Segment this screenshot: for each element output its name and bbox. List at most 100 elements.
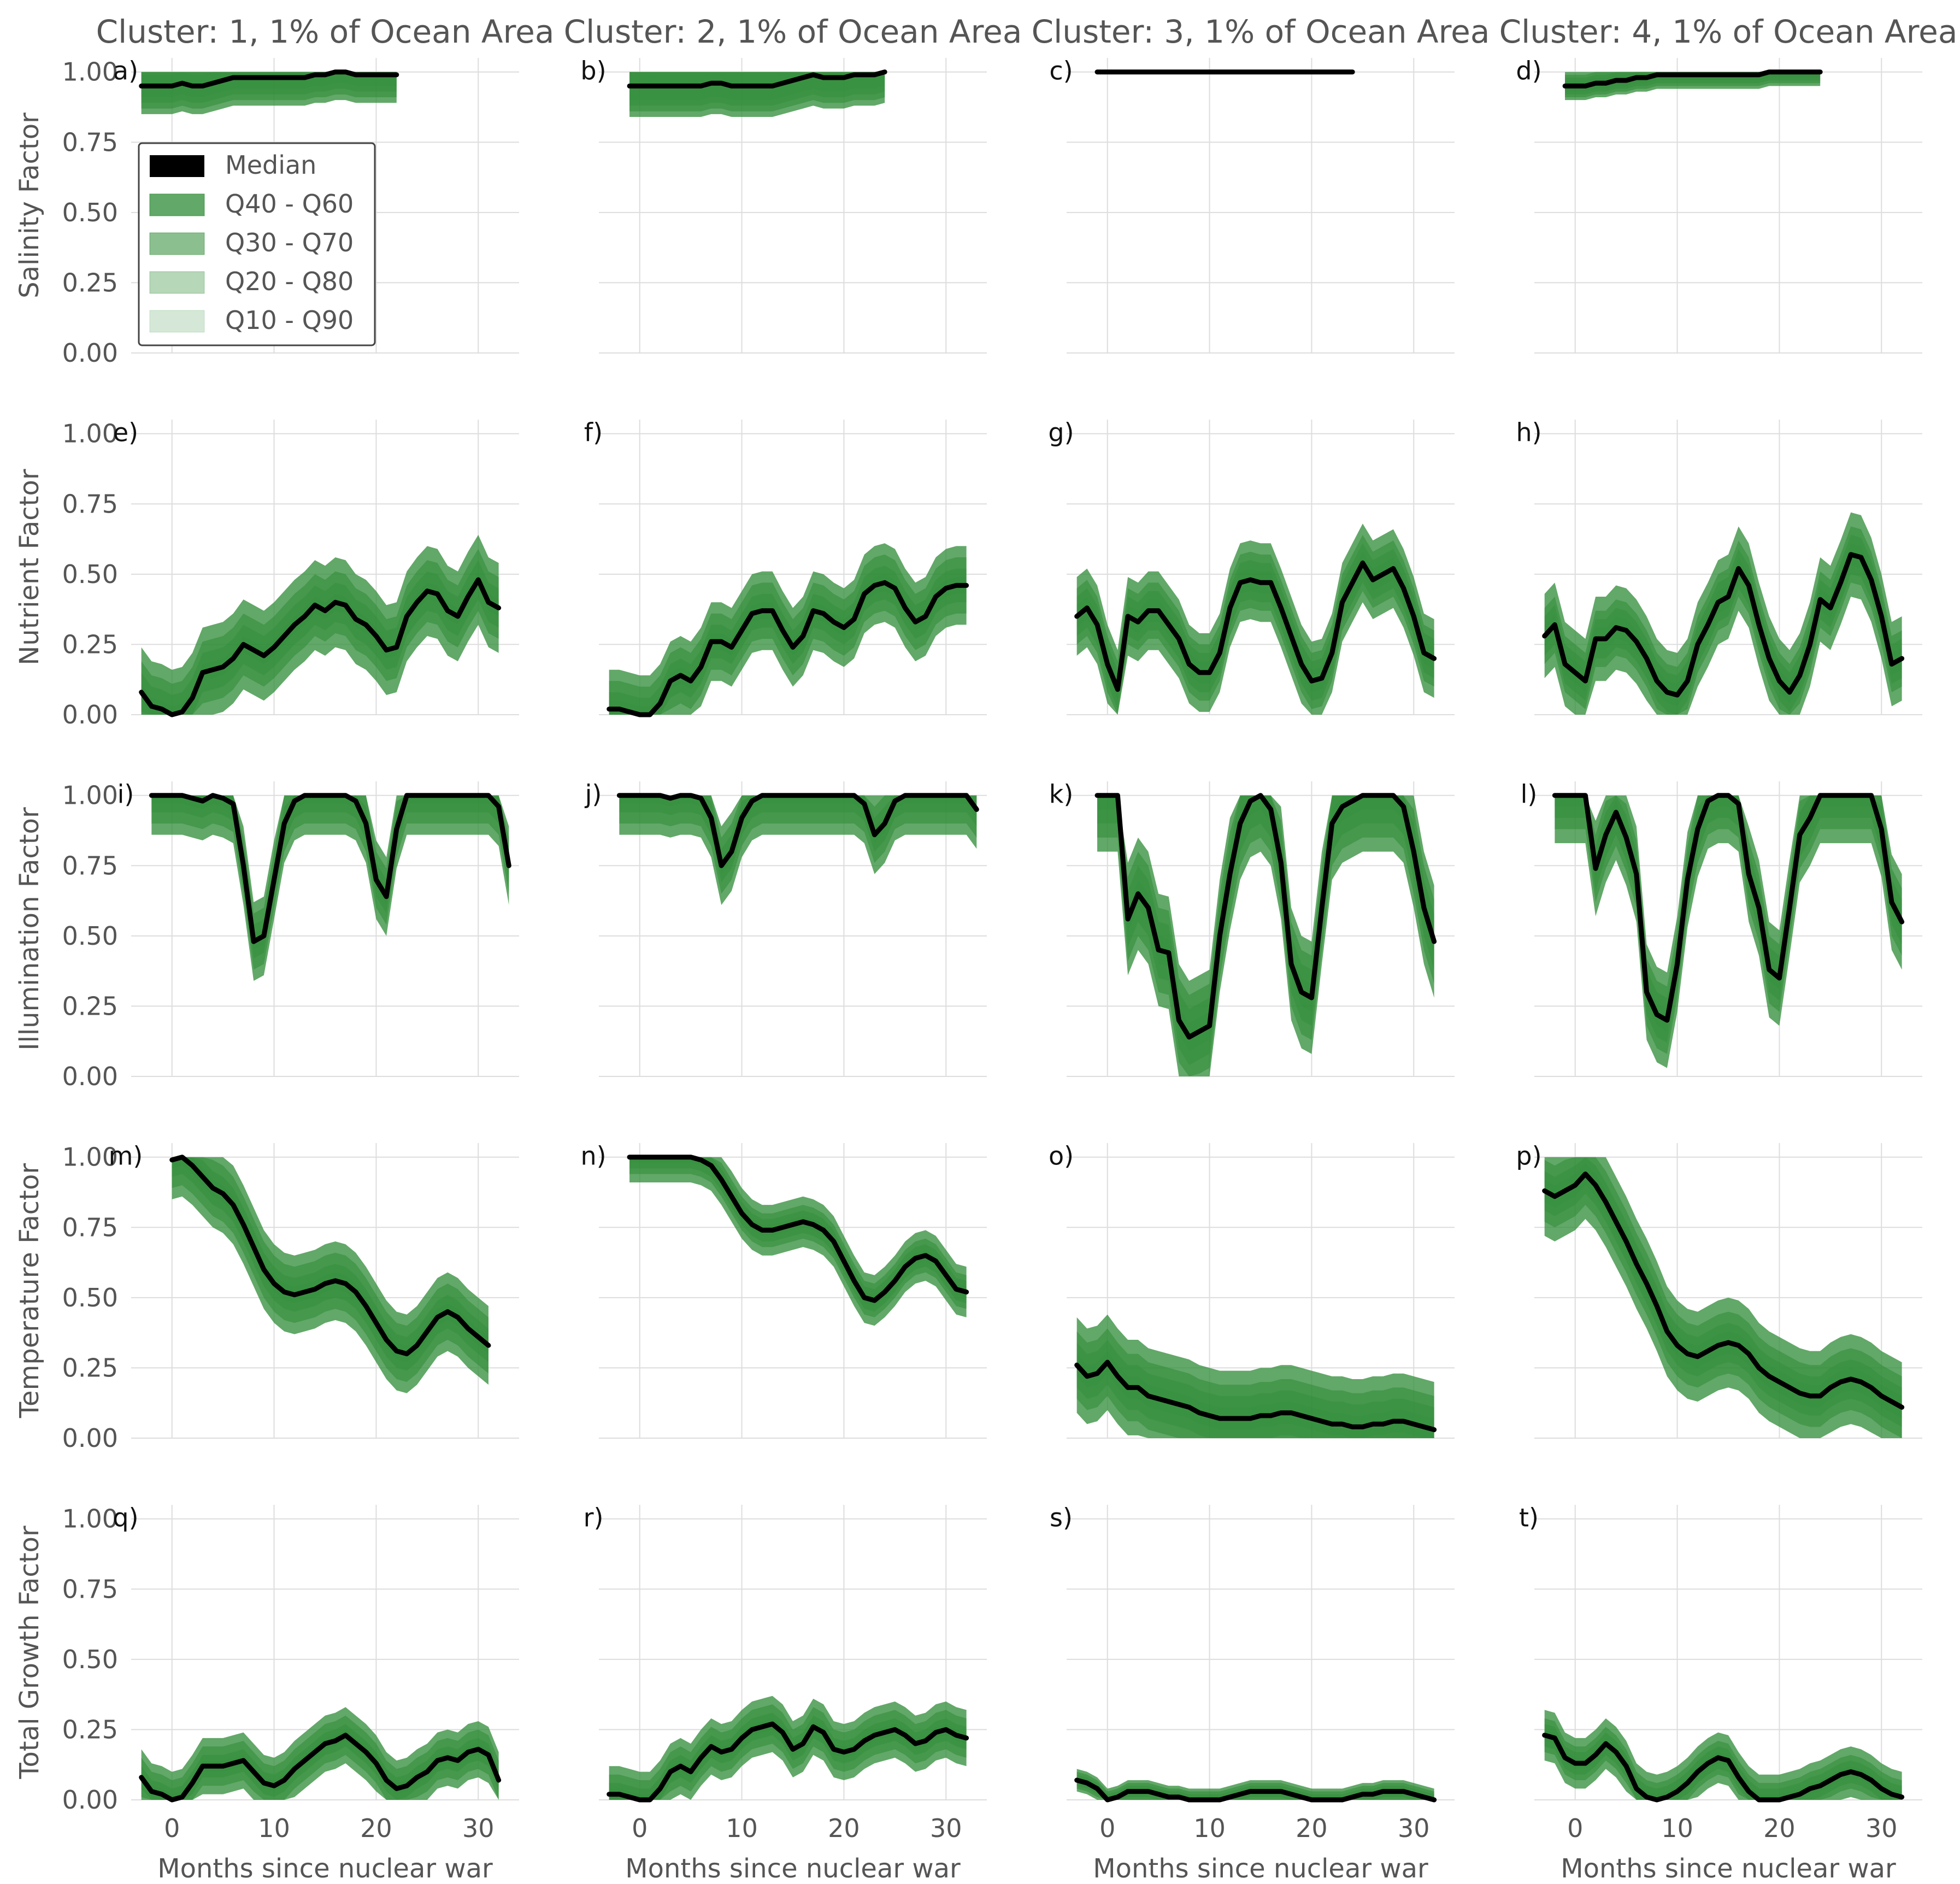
panel-letter: f) [584, 418, 603, 448]
legend-swatch [150, 155, 204, 177]
panel-letter: g) [1048, 418, 1074, 448]
y-axis-label: Temperature Factor [14, 1163, 45, 1419]
panel-letter: t) [1519, 1503, 1539, 1533]
panel-letter: b) [580, 56, 606, 86]
column-title: Cluster: 2, 1% of Ocean Area [564, 13, 1022, 50]
panel-letter: j) [585, 780, 602, 809]
legend-label: Median [225, 150, 316, 180]
y-axis-label: Total Growth Factor [14, 1526, 45, 1780]
y-tick-label: 0.50 [62, 1645, 118, 1674]
legend-label: Q20 - Q80 [225, 267, 354, 296]
panel-letter: e) [113, 418, 138, 448]
y-tick-label: 0.00 [62, 338, 118, 368]
x-axis-label: Months since nuclear war [1093, 1853, 1428, 1884]
y-tick-label: 0.50 [62, 198, 118, 227]
panel-e: 0.00 0.25 0.50 0.75 1.00e) [62, 418, 519, 729]
panel-letter: m) [109, 1141, 143, 1171]
x-tick-label: 20 [360, 1814, 392, 1843]
quantile-band [629, 1157, 967, 1326]
panel-a: 0.00 0.25 0.50 0.75 1.00a) [62, 56, 519, 368]
y-tick-label: 0.25 [62, 1353, 118, 1382]
quantile-band [629, 72, 885, 117]
y-tick-label: 0.25 [62, 268, 118, 297]
y-tick-label: 1.00 [62, 57, 118, 87]
panel-h: h) [1516, 418, 1922, 715]
y-tick-label: 0.00 [62, 1423, 118, 1453]
quantile-band [1097, 795, 1434, 1076]
x-tick-label: 0 [632, 1814, 648, 1843]
quantile-band [1544, 512, 1902, 715]
x-tick-label: 10 [1193, 1814, 1226, 1843]
panel-letter: h) [1516, 418, 1541, 448]
median-line [139, 577, 502, 717]
y-tick-label: 0.75 [62, 489, 118, 519]
y-tick-label: 0.50 [62, 1283, 118, 1312]
panel-letter: l) [1521, 780, 1538, 809]
y-tick-label: 0.00 [62, 700, 118, 729]
x-tick-label: 30 [1398, 1814, 1430, 1843]
panel-p: p) [1516, 1141, 1922, 1439]
median-line [607, 580, 969, 717]
panel-t: 0 10 20 30 Months since nuclear war t) [1519, 1503, 1922, 1884]
x-axis-label: Months since nuclear war [157, 1853, 493, 1884]
legend-label: Q10 - Q90 [225, 305, 354, 335]
quantile-band [172, 1157, 488, 1393]
y-tick-label: 0.25 [62, 1715, 118, 1744]
median-line [607, 1721, 969, 1803]
y-tick-label: 1.00 [62, 1504, 118, 1534]
median-line [1074, 1777, 1437, 1803]
legend: Median Q40 - Q60 Q30 - Q70 Q20 - Q80 Q10 - Q… [138, 142, 376, 346]
panel-l: l) [1521, 780, 1922, 1077]
quantile-band [141, 534, 499, 715]
legend-swatch [149, 271, 205, 294]
quantile-band [141, 1707, 499, 1800]
median-line [139, 69, 399, 89]
y-tick-label: 1.00 [62, 1143, 118, 1172]
median-line [1542, 1733, 1905, 1803]
column-title: Cluster: 1, 1% of Ocean Area [96, 13, 555, 50]
legend-label: Q30 - Q70 [225, 228, 354, 257]
x-tick-label: 30 [1865, 1814, 1898, 1843]
panel-b: b) [580, 56, 987, 354]
x-tick-label: 10 [726, 1814, 758, 1843]
panel-j: j) [585, 780, 987, 1077]
median-line [1552, 793, 1905, 1023]
panel-k: k) [1049, 780, 1455, 1077]
quantile-band [609, 543, 967, 715]
y-tick-label: 0.25 [62, 991, 118, 1021]
panel-letter: r) [584, 1503, 604, 1533]
x-tick-label: 10 [258, 1814, 290, 1843]
quantile-band [1076, 1769, 1434, 1800]
panel-letter: c) [1049, 56, 1073, 86]
median-line [1074, 560, 1437, 692]
quantile-band [609, 1695, 967, 1800]
legend-swatch [149, 193, 205, 216]
median-line [139, 1733, 502, 1803]
y-tick-label: 0.75 [62, 1212, 118, 1242]
median-line [616, 793, 979, 868]
x-tick-label: 20 [1763, 1814, 1796, 1843]
x-tick-label: 20 [828, 1814, 860, 1843]
x-tick-label: 0 [1567, 1814, 1583, 1843]
median-line [627, 1155, 969, 1303]
y-tick-label: 0.75 [62, 127, 118, 157]
y-tick-label: 0.00 [62, 1785, 118, 1815]
quantile-band [1076, 523, 1434, 715]
legend-label: Q40 - Q60 [225, 189, 354, 219]
panel-letter: q) [113, 1503, 138, 1533]
x-axis-label: Months since nuclear war [625, 1853, 961, 1884]
y-axis-label: Illumination Factor [14, 807, 45, 1051]
quantile-band [141, 72, 397, 114]
x-tick-label: 0 [1099, 1814, 1115, 1843]
x-tick-label: 30 [462, 1814, 495, 1843]
panel-letter: d) [1516, 56, 1541, 86]
panel-s: 0 10 20 30 Months since nuclear war s) [1050, 1503, 1455, 1884]
panel-letter: a) [113, 56, 138, 86]
legend-swatch [149, 310, 205, 333]
panel-m: 0.00 0.25 0.50 0.75 1.00m) [62, 1141, 519, 1453]
x-tick-label: 30 [930, 1814, 962, 1843]
median-line [1542, 1171, 1905, 1410]
y-tick-label: 0.00 [62, 1062, 118, 1091]
panel-n: n) [580, 1141, 987, 1439]
y-axis-label: Salinity Factor [14, 113, 45, 298]
